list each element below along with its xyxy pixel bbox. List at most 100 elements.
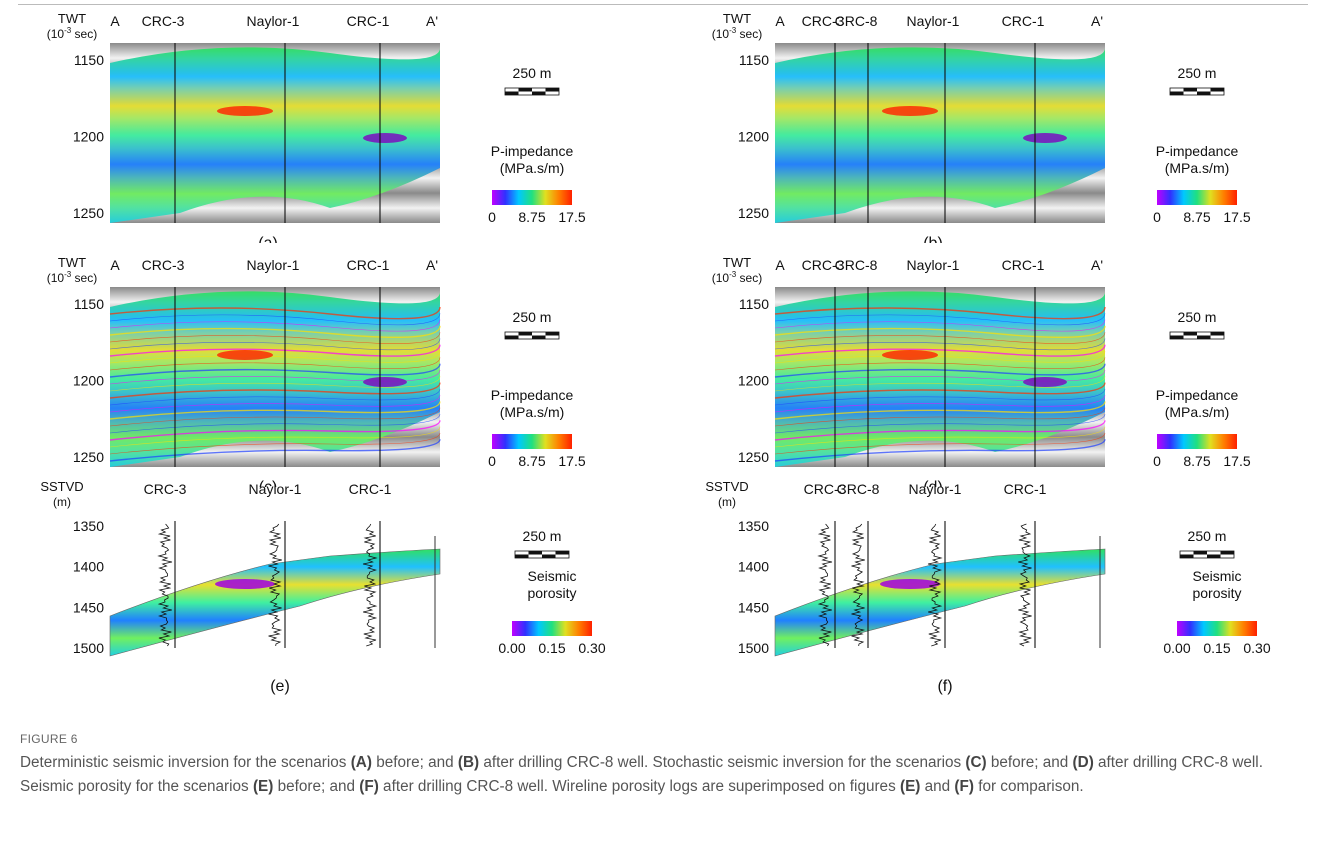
porosity-log — [1018, 523, 1032, 647]
unit-sup: -3 — [729, 270, 737, 279]
well-name: Naylor-1 — [907, 257, 960, 273]
layer-stripe — [774, 420, 1106, 441]
colorbar-tick: 0 — [488, 453, 496, 469]
anomaly — [1023, 133, 1067, 143]
unit-close: sec) — [71, 27, 97, 41]
colorbar-title: (MPa.s/m) — [1165, 160, 1230, 176]
scale-label: 250 m — [523, 528, 562, 544]
colorbar-title: P-impedance — [491, 387, 574, 403]
well-name: CRC-1 — [349, 481, 392, 497]
porosity-log — [268, 523, 283, 647]
y-tick-label: 1150 — [739, 296, 769, 312]
section-end: A' — [1091, 13, 1103, 29]
scale-seg — [1220, 551, 1234, 555]
colorbar-tick: 0.15 — [538, 640, 565, 656]
layer-stripe — [774, 426, 1106, 448]
panel-label: (e) — [270, 678, 290, 695]
scale-seg — [542, 554, 556, 558]
well-name: CRC-3 — [804, 481, 847, 497]
y-tick-label: 1250 — [738, 449, 769, 465]
colorbar-tick: 0 — [488, 209, 496, 225]
anomaly — [882, 350, 938, 360]
caption-text: before; and — [371, 754, 458, 771]
y-tick-label: 1400 — [738, 559, 769, 575]
section-end: A — [110, 257, 120, 273]
colorbar-title: (MPa.s/m) — [1165, 404, 1230, 420]
scale-seg — [1170, 335, 1184, 339]
axis-label: TWT — [58, 11, 86, 26]
caption-text: for comparison. — [973, 778, 1084, 795]
section-end: A' — [426, 13, 438, 29]
colorbar-tick: 0.30 — [578, 640, 605, 656]
unit-sup: -3 — [729, 26, 737, 35]
colorbar-title: P-impedance — [491, 143, 574, 159]
porosity-log — [851, 523, 866, 647]
layer-stripe — [109, 319, 441, 332]
well-name: Naylor-1 — [909, 481, 962, 497]
layer-stripe — [109, 420, 441, 441]
layer-stripe — [109, 306, 441, 320]
layer-stripe — [109, 401, 441, 420]
axis-label: SSTVD — [705, 479, 748, 494]
y-tick-label: 1150 — [74, 296, 104, 312]
caption-text: (E) — [899, 778, 921, 795]
layer-stripe — [109, 382, 441, 399]
colorbar-tick: 17.5 — [1223, 209, 1250, 225]
well-name: CRC-1 — [1002, 257, 1045, 273]
porosity-log — [362, 523, 378, 647]
caption-text: before; and — [273, 778, 360, 795]
well-name: Naylor-1 — [247, 13, 300, 29]
scale-seg — [1183, 332, 1197, 336]
colorbar-tick: 0 — [1153, 453, 1161, 469]
colorbar-title: P-impedance — [1156, 387, 1239, 403]
well-name: Naylor-1 — [907, 13, 960, 29]
y-tick-label: 1250 — [738, 205, 769, 221]
well-name: CRC-3 — [144, 481, 187, 497]
layer-stripe — [774, 351, 1106, 364]
layer-stripe — [774, 363, 1106, 378]
layer-stripe — [774, 414, 1106, 434]
anomaly — [217, 106, 273, 116]
well-name: CRC-1 — [1004, 481, 1047, 497]
panel: SSTVD(m)1350 1400 1450 1500 CRC-3 Naylor-1 CRC… — [40, 479, 606, 695]
colorbar — [492, 434, 572, 449]
colorbar — [492, 190, 572, 205]
layer-stripe — [774, 332, 1106, 344]
layer-stripe — [109, 414, 441, 434]
layer-stripe — [774, 388, 1106, 406]
layer-stripe — [774, 382, 1106, 399]
y-tick-label: 1450 — [738, 599, 769, 615]
y-tick-label: 1250 — [73, 449, 104, 465]
colorbar — [1157, 434, 1237, 449]
layer-stripe — [774, 313, 1106, 326]
colorbar-tick: 8.75 — [518, 453, 545, 469]
layer-stripe — [774, 306, 1106, 320]
y-tick-label: 1350 — [73, 518, 104, 534]
y-tick-label: 1250 — [73, 205, 104, 221]
anomaly — [882, 106, 938, 116]
layer-stripe — [109, 369, 441, 385]
caption: FIGURE 6 Deterministic seismic inversion … — [20, 727, 1310, 799]
porosity-log — [157, 523, 173, 647]
colorbar-tick: 0.00 — [498, 640, 525, 656]
well-name: CRC-3 — [142, 257, 185, 273]
panel-label: (f) — [937, 678, 952, 695]
layer-stripe — [109, 344, 441, 357]
y-tick-label: 1200 — [73, 373, 104, 389]
panel-label: (a) — [258, 235, 278, 243]
layer-stripe — [109, 363, 441, 378]
porosity-band — [109, 548, 441, 657]
colorbar-title: porosity — [1192, 585, 1241, 601]
layer-stripe — [109, 407, 441, 427]
layer-stripe — [774, 338, 1106, 351]
unit-open: (m) — [53, 495, 71, 509]
scale-seg — [545, 88, 559, 92]
well-name: Naylor-1 — [249, 481, 302, 497]
layer-stripe — [774, 344, 1106, 357]
layer-stripe — [109, 332, 441, 344]
inversion-band — [775, 47, 1105, 223]
figure-number: FIGURE 6 — [20, 732, 78, 746]
